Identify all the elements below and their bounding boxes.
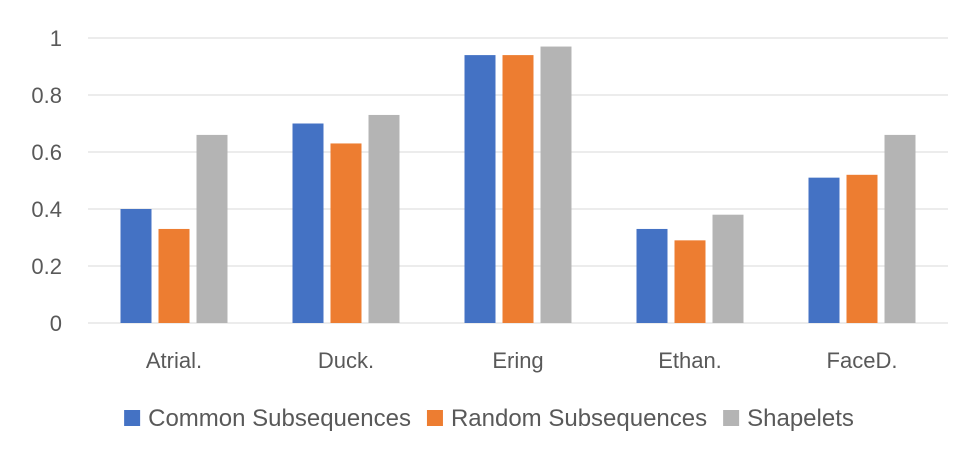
legend-swatch [124,410,141,426]
bars [120,46,916,324]
bar-common-subsequences-ethan [636,228,668,323]
x-category-label: Ethan. [658,348,722,373]
bar-shapelets-duck [368,114,400,323]
legend: Common Subsequences Random Subsequences Sh… [124,405,854,432]
bar-common-subsequences-atrial [120,209,152,323]
bar-shapelets-atrial [196,134,228,323]
y-tick-label: 0.6 [31,140,62,165]
bar-common-subsequences-ering [464,55,496,323]
bar-random-subsequences-ering [502,55,534,323]
bar-shapelets-ethan [712,214,744,323]
x-category-label: Duck. [318,348,374,373]
bar-shapelets-faced [884,134,916,323]
y-tick-label: 0 [50,311,62,336]
bar-random-subsequences-faced [846,174,878,323]
bar-random-subsequences-ethan [674,240,706,323]
bar-shapelets-ering [540,46,572,324]
legend-label: Random Subsequences [451,405,707,432]
bar-random-subsequences-atrial [158,228,190,323]
bar-common-subsequences-faced [808,177,840,323]
y-tick-label: 0.2 [31,254,62,279]
x-category-label: Atrial. [146,348,202,373]
legend-swatch [426,410,443,426]
legend-swatch [723,410,740,426]
y-axis-ticks: 0 0.2 0.4 0.6 0.8 1 [31,26,62,336]
legend-label: Shapelets [747,405,854,432]
x-axis-categories: Atrial. Duck. Ering Ethan. FaceD. [146,348,898,373]
y-tick-label: 0.4 [31,197,62,222]
y-tick-label: 1 [50,26,62,51]
bar-common-subsequences-duck [292,123,324,323]
x-category-label: FaceD. [827,348,898,373]
x-category-label: Ering [492,348,543,373]
bar-random-subsequences-duck [330,143,362,323]
y-tick-label: 0.8 [31,83,62,108]
legend-label: Common Subsequences [148,405,411,432]
